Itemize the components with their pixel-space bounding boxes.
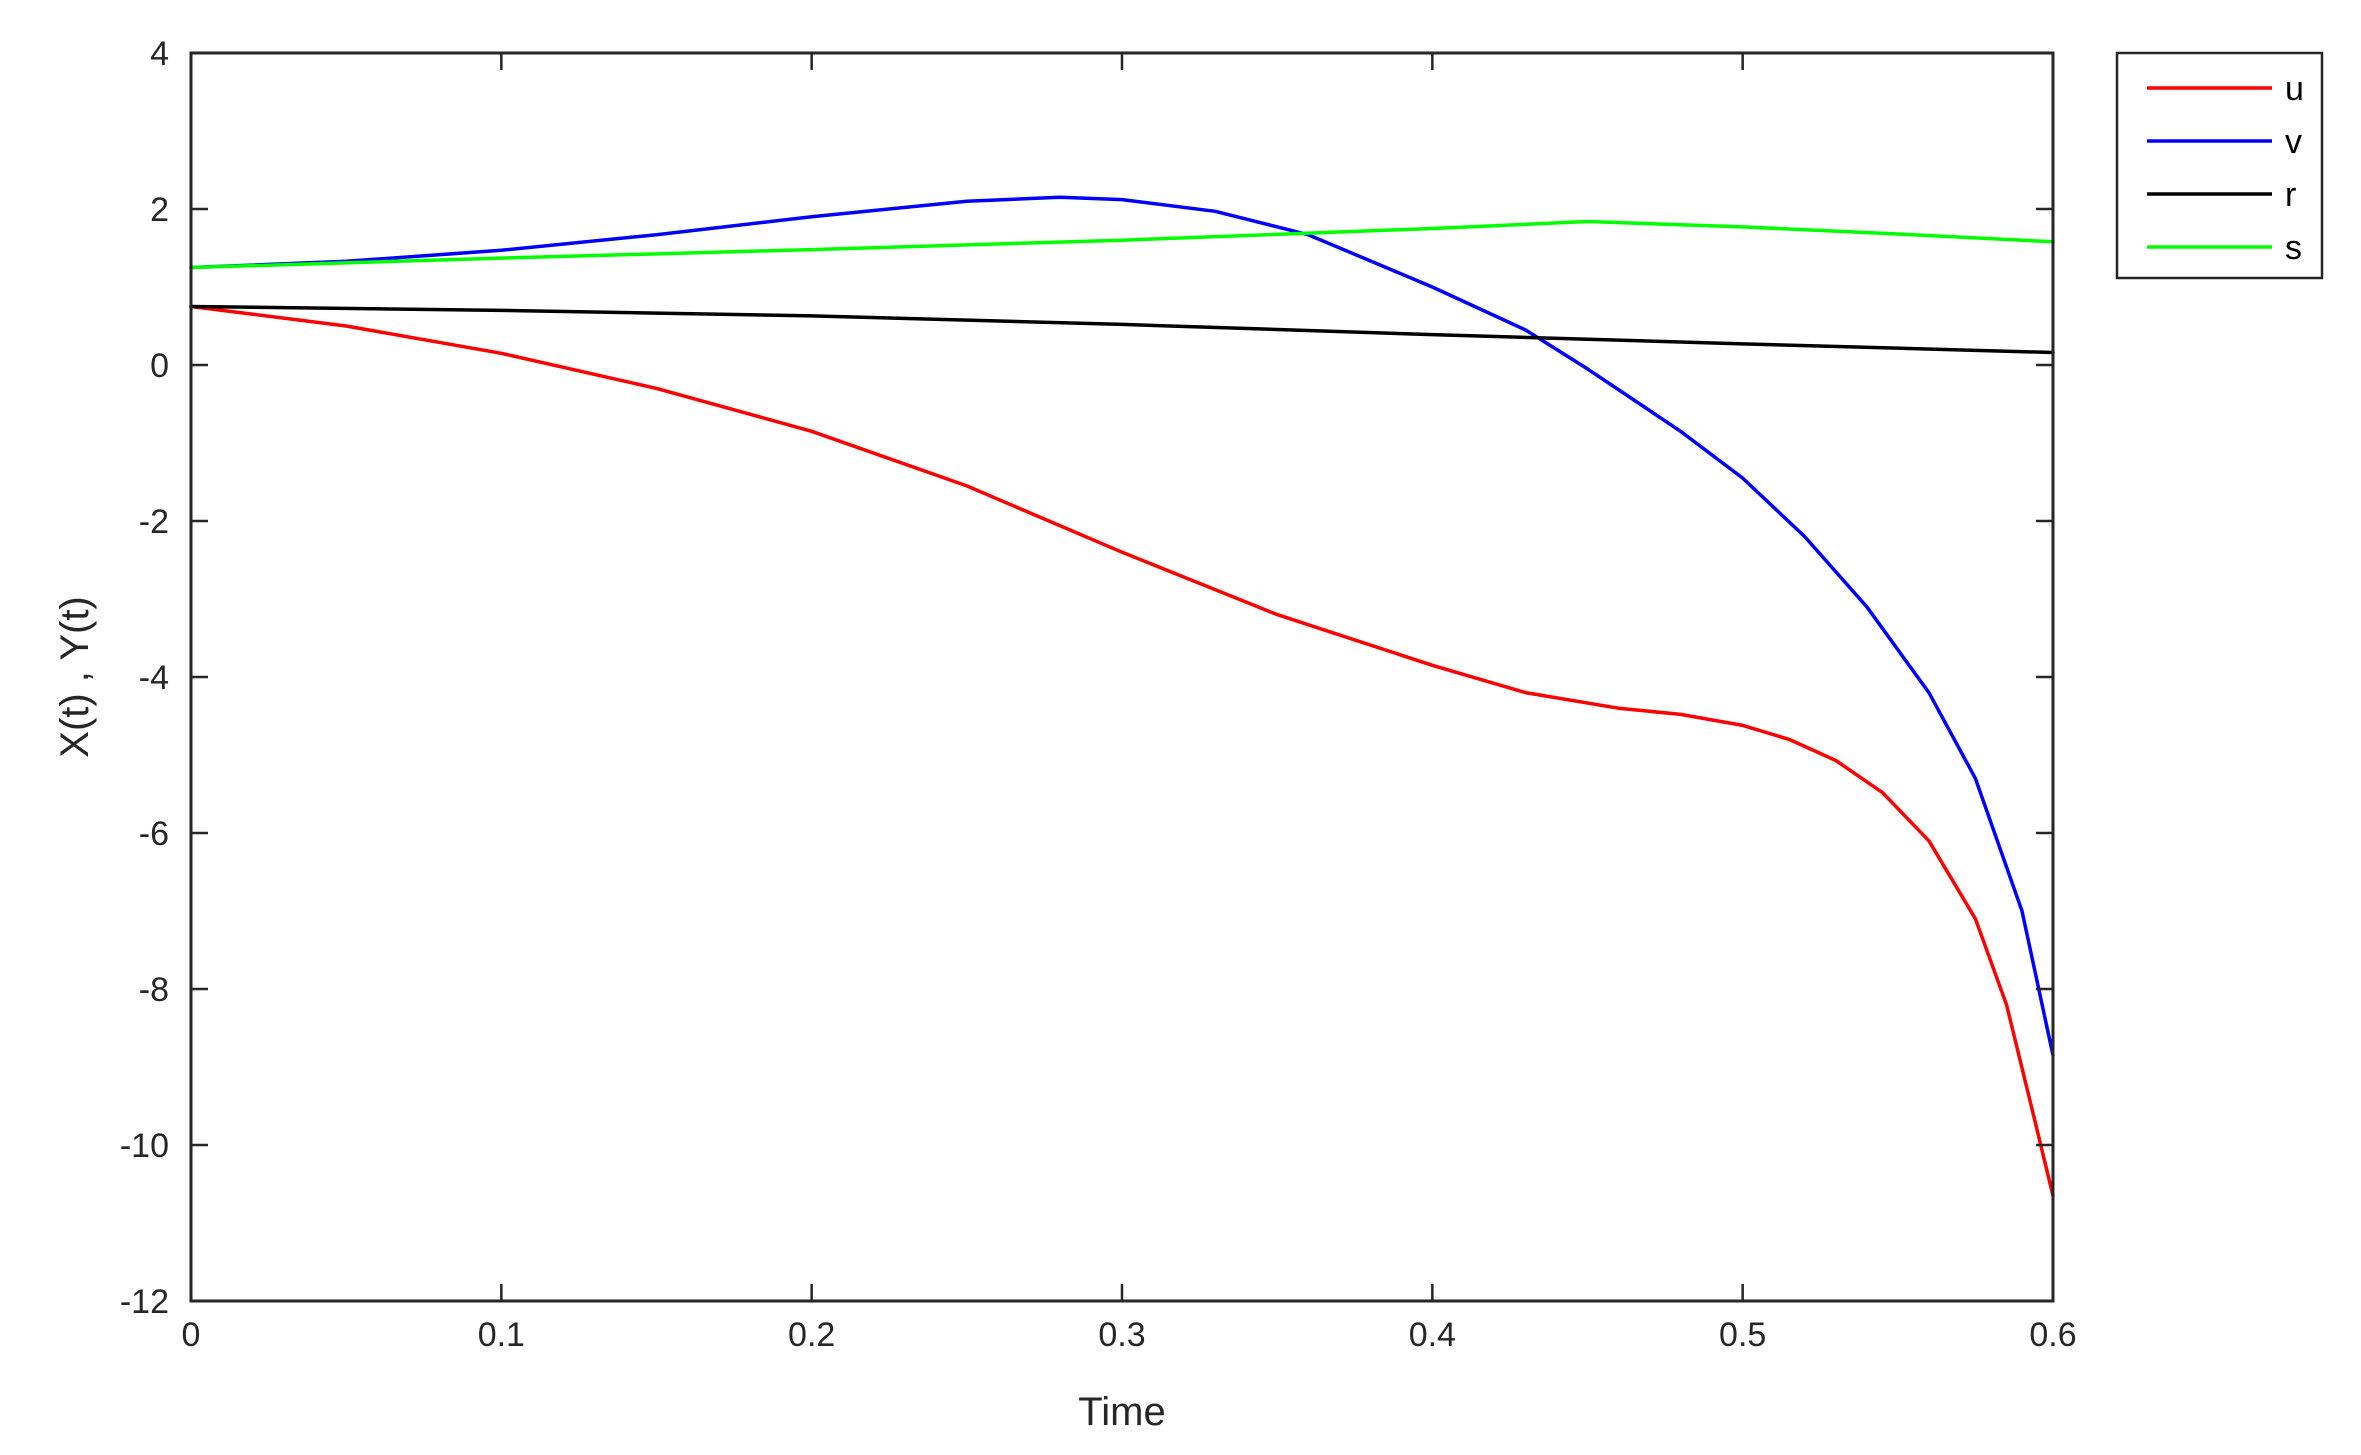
series-layer [189,195,2055,1198]
x-tick-label: 0.3 [1098,1316,1145,1354]
legend-label-u: u [2285,70,2304,108]
x-tick-label: 0.5 [1719,1316,1766,1354]
x-tick-label: 0.2 [788,1316,835,1354]
y-tick-label: -2 [139,503,169,541]
x-tick-label: 0.6 [2029,1316,2076,1354]
legend-label-r: r [2285,176,2296,214]
x-tick-label: 0 [182,1316,201,1354]
series-line-r [189,304,2055,355]
y-tick-label: -10 [120,1127,169,1165]
series-line-u [189,304,2055,1198]
x-tick-label: 0.4 [1409,1316,1456,1354]
ticks-layer: 0 0.1 0.2 0.3 0.4 0.5 0.6 -12 -10 -8 -6 -4 -2 0 2 4 [120,35,2077,1354]
y-tick-label: -6 [139,815,169,853]
y-tick-label: -4 [139,659,169,697]
series-line-v [189,195,2055,1058]
legend-label-s: s [2285,229,2302,267]
legend-box [2115,51,2324,280]
y-tick-label: 2 [150,191,169,229]
y-axis-label: X(t) , Y(t) [53,596,97,757]
x-tick-label: 0.1 [478,1316,525,1354]
y-tick-label: -12 [120,1283,169,1321]
x-axis-label: Time [1078,1390,1165,1434]
legend-label-v: v [2285,123,2302,161]
series-line-s [189,219,2055,270]
plot-area [191,53,2053,1301]
y-tick-label: -8 [139,971,169,1009]
y-tick-label: 0 [150,347,169,385]
y-tick-label: 4 [150,35,169,73]
